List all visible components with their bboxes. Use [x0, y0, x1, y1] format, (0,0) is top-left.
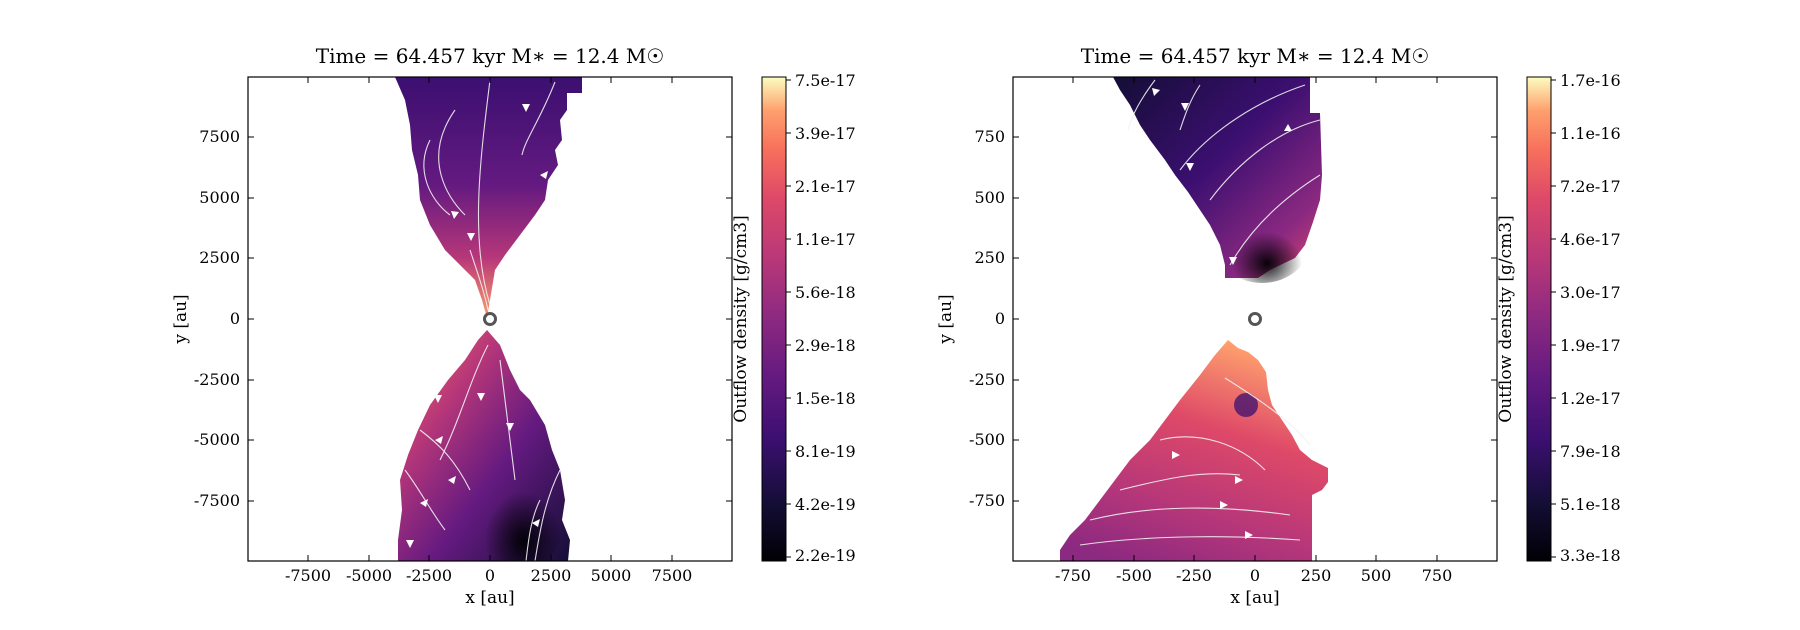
panel-1-xtick-label: 7500: [652, 566, 693, 585]
panel-2-colorbar-tick-label: 1.7e-16: [1560, 71, 1621, 90]
panel-1-xtick-label: 5000: [591, 566, 632, 585]
panel-2-colorbar-label: Outflow density [g/cm3]: [1496, 215, 1516, 422]
panel-1-xtick-label: -2500: [406, 566, 452, 585]
panel-1-colorbar-tick-label: 2.9e-18: [795, 336, 856, 355]
panel-1-xtick-labels: -7500 -5000 -2500 0 2500 5000 7500: [285, 566, 692, 585]
panel-1-ytick-label: -2500: [194, 370, 240, 389]
panel-2-xtick-label: 500: [1361, 566, 1392, 585]
panel-2-dense-region: [1212, 193, 1312, 283]
panel-1-xlabel: x [au]: [465, 588, 514, 608]
panel-2-colorbar-tick-label: 1.1e-16: [1560, 124, 1621, 143]
panel-2-xtick-labels: -750 -500 -250 0 250 500 750: [1055, 566, 1452, 585]
panel-2-colorbar-tick-label: 1.9e-17: [1560, 336, 1621, 355]
panel-1-colorbar-tick-label: 3.9e-17: [795, 124, 856, 143]
panel-1-ytick-label: 2500: [199, 248, 240, 267]
panel-2-colorbar-tick-label: 7.2e-17: [1560, 177, 1621, 196]
panel-2-low-density-spot: [1234, 393, 1258, 417]
panel-1-colorbar-ticks: [786, 79, 791, 558]
panel-1-heatmap: [395, 77, 582, 561]
panel-1-ylabel: y [au]: [171, 294, 191, 344]
panel-1-colorbar-tick-label: 4.2e-19: [795, 495, 856, 514]
panel-1-colorbar-tick-label: 2.1e-17: [795, 177, 856, 196]
panel-2-xtick-label: -750: [1055, 566, 1091, 585]
panel-1-streamline-arrows: [406, 104, 548, 548]
panel-1-colorbar-tick-label: 7.5e-17: [795, 71, 856, 90]
panel-1-colorbar-gradient: [761, 76, 787, 562]
panel-1: Time = 64.457 kyr M∗ = 12.4 M☉: [171, 44, 856, 608]
panel-1-ytick-label: 5000: [199, 188, 240, 207]
panel-2-colorbar-tick-label: 4.6e-17: [1560, 230, 1621, 249]
panel-1-xtick-label: -7500: [285, 566, 331, 585]
panel-2-xtick-label: -500: [1116, 566, 1152, 585]
panel-2-ytick-label: -250: [969, 370, 1005, 389]
panel-2-streamline-arrows: [1152, 88, 1292, 539]
panel-2-ytick-labels: 750 500 250 0 -250 -500 -750: [969, 127, 1005, 510]
panel-1-ytick-labels: 7500 5000 2500 0 -2500 -5000 -7500: [194, 127, 240, 510]
panel-2-ytick-label: 750: [974, 127, 1005, 146]
panel-1-colorbar-tick-label: 1.5e-18: [795, 389, 856, 408]
panel-1-colorbar: 7.5e-17 3.9e-17 2.1e-17 1.1e-17 5.6e-18 …: [731, 71, 856, 565]
panel-1-xtick-label: 0: [485, 566, 495, 585]
panel-2-ticks: [1013, 77, 1497, 561]
panel-2-source-marker: [1248, 312, 1262, 326]
panel-1-streamlines: [404, 79, 561, 561]
panel-1-xtick-label: 2500: [531, 566, 572, 585]
panel-2-outflow-lobe-lower: [1060, 340, 1328, 561]
panel-2-xtick-label: -250: [1176, 566, 1212, 585]
panel-2-ylabel: y [au]: [936, 294, 956, 344]
panel-2-ytick-label: -750: [969, 491, 1005, 510]
panel-1-ytick-label: -5000: [194, 430, 240, 449]
panel-1-ytick-label: 7500: [199, 127, 240, 146]
panel-2: Time = 64.457 kyr M∗ = 12.4 M☉: [936, 44, 1621, 608]
panel-1-colorbar-label: Outflow density [g/cm3]: [731, 215, 751, 422]
panel-2-ytick-label: 250: [974, 248, 1005, 267]
panel-1-colorbar-tick-label: 8.1e-19: [795, 442, 856, 461]
panel-2-colorbar-ticks: [1551, 79, 1556, 558]
panel-1-ticks: [248, 77, 732, 561]
panel-2-colorbar-tick-label: 1.2e-17: [1560, 389, 1621, 408]
panel-2-ytick-label: 0: [995, 309, 1005, 328]
panel-1-colorbar-tick-label: 5.6e-18: [795, 283, 856, 302]
panel-2-colorbar-tick-label: 5.1e-18: [1560, 495, 1621, 514]
panel-2-heatmap: [1060, 77, 1328, 561]
panel-2-ytick-label: -500: [969, 430, 1005, 449]
panel-1-xtick-label: -5000: [346, 566, 392, 585]
panel-1-source-marker: [483, 312, 497, 326]
panel-1-dense-region: [455, 440, 565, 561]
panel-1-outflow-lobe-upper: [395, 77, 582, 318]
panel-2-colorbar-tick-label: 7.9e-18: [1560, 442, 1621, 461]
panel-2-ytick-label: 500: [974, 188, 1005, 207]
panel-2-colorbar: 1.7e-16 1.1e-16 7.2e-17 4.6e-17 3.0e-17 …: [1496, 71, 1621, 565]
panel-1-colorbar-tick-label: 2.2e-19: [795, 546, 856, 565]
panel-2-colorbar-tick-label: 3.0e-17: [1560, 283, 1621, 302]
panel-1-colorbar-tick-label: 1.1e-17: [795, 230, 856, 249]
panel-1-ytick-label: 0: [230, 309, 240, 328]
panel-1-title: Time = 64.457 kyr M∗ = 12.4 M☉: [316, 44, 665, 68]
panel-2-streamlines: [1079, 79, 1321, 546]
panel-2-title: Time = 64.457 kyr M∗ = 12.4 M☉: [1081, 44, 1430, 68]
panel-2-xtick-label: 0: [1250, 566, 1260, 585]
panel-2-xlabel: x [au]: [1230, 588, 1279, 608]
panel-2-colorbar-gradient: [1526, 76, 1552, 562]
panel-1-ytick-label: -7500: [194, 491, 240, 510]
panel-2-colorbar-tick-label: 3.3e-18: [1560, 546, 1621, 565]
panel-2-xtick-label: 250: [1301, 566, 1332, 585]
panel-2-xtick-label: 750: [1422, 566, 1453, 585]
